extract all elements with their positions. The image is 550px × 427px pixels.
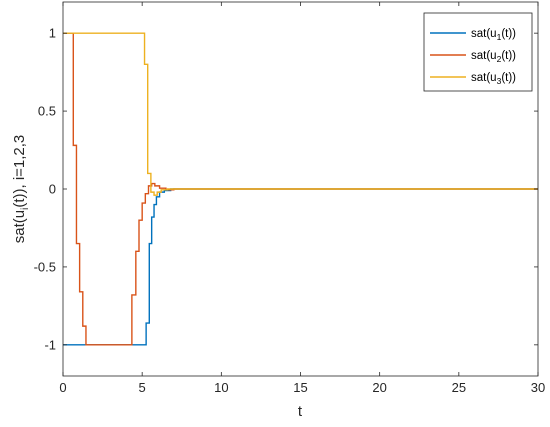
- legend: sat(u1(t)) sat(u2(t)) sat(u3(t)): [423, 12, 533, 92]
- y-tick-label: 1: [49, 26, 56, 41]
- x-tick-label: 15: [293, 380, 307, 395]
- y-axis-label: sat(ui(t)), i=1,2,3: [11, 135, 31, 244]
- x-tick-label: 5: [139, 380, 146, 395]
- x-tick-label: 20: [372, 380, 386, 395]
- legend-label-u3: sat(u3(t)): [471, 72, 516, 86]
- y-tick-label: 0.5: [38, 104, 56, 119]
- series-line-u3: [63, 32, 538, 196]
- series-line-u2: [63, 32, 538, 346]
- legend-label-u2: sat(u2(t)): [471, 50, 516, 64]
- series-layer: [63, 32, 538, 346]
- x-axis-label: t: [298, 403, 303, 420]
- series-line-u1: [63, 188, 538, 346]
- legend-box: [423, 12, 533, 92]
- x-tick-label: 10: [214, 380, 228, 395]
- x-tick-label: 25: [452, 380, 466, 395]
- ticks-layer: 0 5 10 15 20 25 30 -1 -0.5 0 0.5 1: [34, 2, 545, 395]
- y-tick-label: -1: [44, 337, 56, 352]
- x-tick-label: 0: [59, 380, 66, 395]
- y-tick-label: -0.5: [34, 259, 56, 274]
- x-tick-label: 30: [531, 380, 545, 395]
- y-tick-label: 0: [49, 182, 56, 197]
- legend-label-u1: sat(u1(t)): [471, 28, 516, 42]
